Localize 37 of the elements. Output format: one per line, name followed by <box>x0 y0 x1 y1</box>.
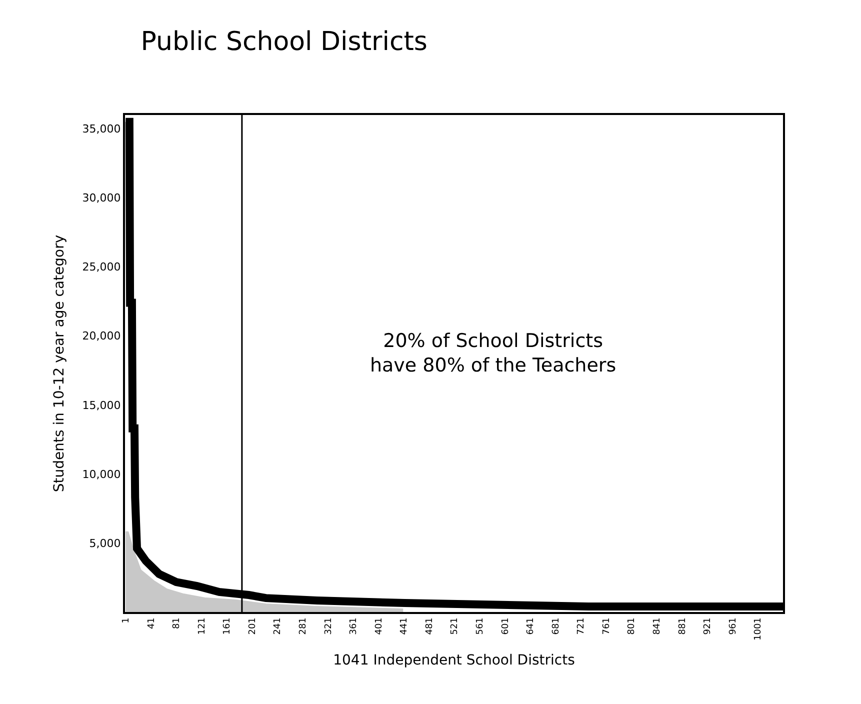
x-tick-label: 161 <box>222 618 233 635</box>
x-tick-label: 1 <box>122 618 132 624</box>
x-tick-label: 321 <box>324 618 334 635</box>
x-tick-label: 81 <box>172 618 182 630</box>
y-tick-label: 15,000 <box>82 398 121 412</box>
annotation: 20% of School Districts have 80% of the Teachers <box>370 330 616 377</box>
x-tick-label: 761 <box>602 618 612 635</box>
x-tick-label: 961 <box>728 618 738 635</box>
x-tick-label: 521 <box>450 618 460 635</box>
y-tick-label: 10,000 <box>82 468 121 481</box>
x-tick-label: 601 <box>500 618 511 635</box>
y-tick-label: 5,000 <box>89 536 121 550</box>
chart-title: Public School Districts <box>140 26 428 57</box>
y-tick-label: 20,000 <box>82 330 121 343</box>
x-tick-label: 241 <box>273 618 284 635</box>
y-tick-label: 30,000 <box>82 192 121 205</box>
x-tick-label: 841 <box>652 618 663 635</box>
x-tick-label: 361 <box>349 618 360 635</box>
y-tick-label: 25,000 <box>82 260 121 274</box>
x-tick-label: 201 <box>248 618 258 635</box>
x-tick-label: 561 <box>476 618 486 635</box>
x-tick-label: 121 <box>197 618 208 635</box>
y-tick-label: 35,000 <box>82 122 121 136</box>
x-tick-label: 41 <box>146 618 157 630</box>
x-tick-label: 441 <box>400 618 410 635</box>
x-tick-label: 801 <box>627 618 638 635</box>
x-tick-label: 681 <box>551 618 562 635</box>
x-tick-label: 401 <box>374 618 384 635</box>
x-axis-title: 1041 Independent School Districts <box>333 652 575 668</box>
x-tick-label: 721 <box>576 618 587 635</box>
x-tick-label: 641 <box>526 618 536 635</box>
x-tick-label: 281 <box>298 618 309 635</box>
x-tick-label: 1001 <box>754 618 764 641</box>
x-tick-label: 481 <box>424 618 435 635</box>
x-tick-label: 921 <box>703 618 714 635</box>
x-tick-label: 881 <box>678 618 688 635</box>
y-axis-title: Students in 10-12 year age category <box>51 234 68 492</box>
